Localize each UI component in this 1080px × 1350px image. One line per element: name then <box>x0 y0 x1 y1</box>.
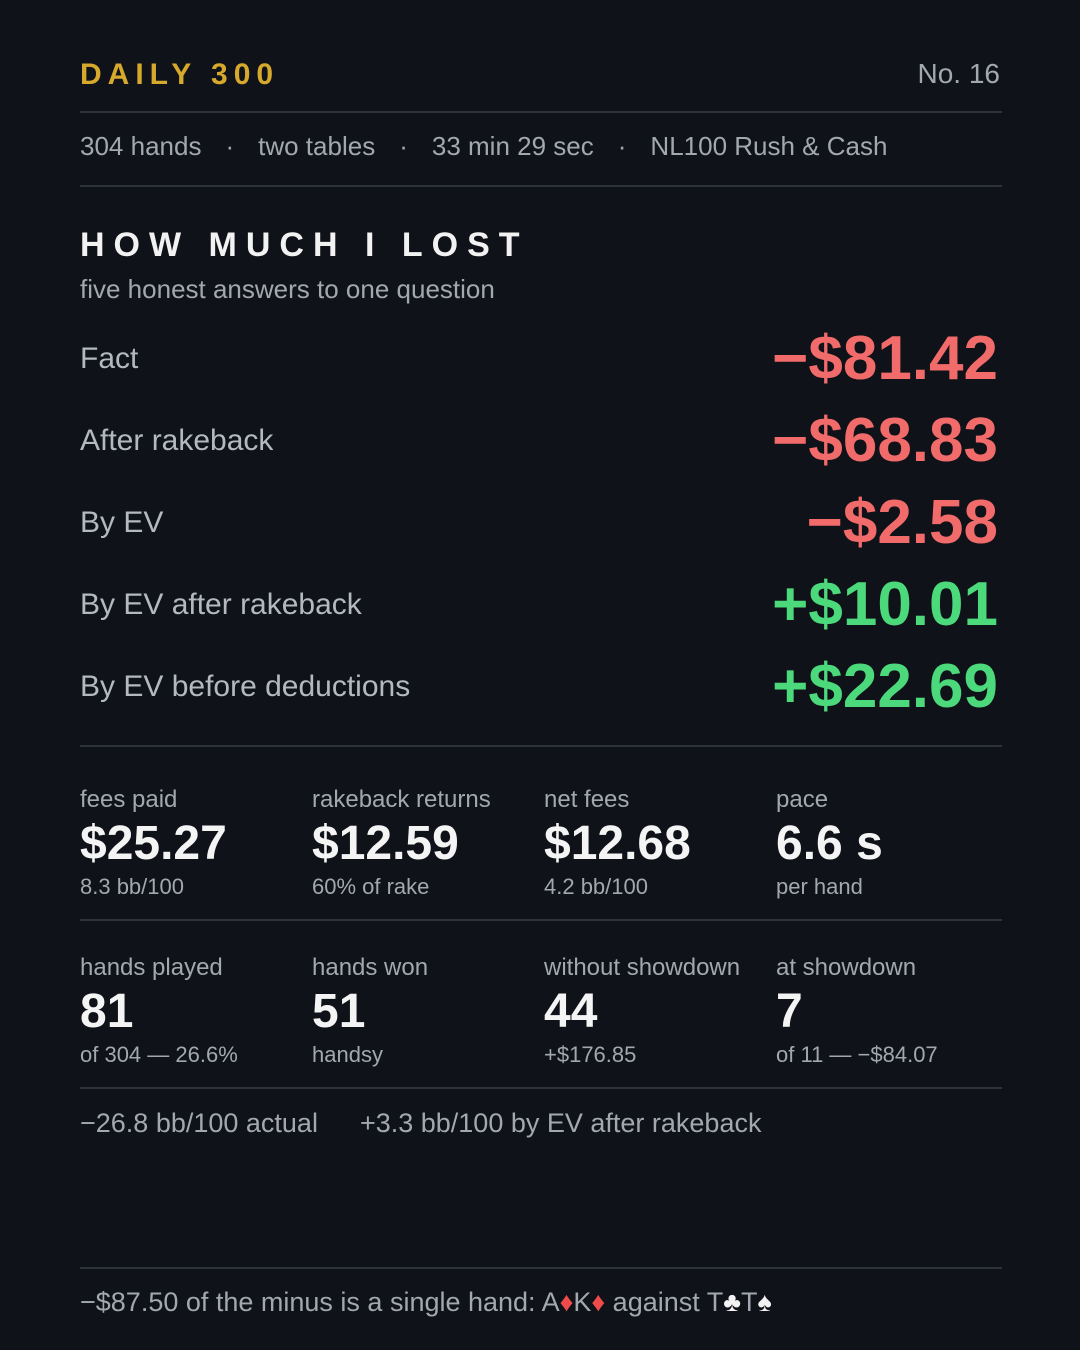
suit: ♦ <box>591 1287 606 1317</box>
answer-value: +$22.69 <box>772 652 998 721</box>
section-title: HOW MUCH I LOST <box>80 226 529 264</box>
stat-note: per hand <box>776 874 863 899</box>
stat-label: without showdown <box>544 954 741 981</box>
stat-label: net fees <box>544 786 630 813</box>
stat-value: 81 <box>80 985 134 1038</box>
stat-note: 8.3 bb/100 <box>80 874 184 899</box>
title: DAILY 300 <box>80 58 280 91</box>
note-text: K <box>573 1287 592 1317</box>
stat-value: $12.59 <box>312 817 459 870</box>
summary: −26.8 bb/100 actual +3.3 bb/100 by EV af… <box>80 1108 761 1139</box>
summary-item: −26.8 bb/100 actual <box>80 1108 318 1138</box>
note: −$87.50 of the minus is a single hand: A… <box>80 1287 772 1318</box>
stat-label: pace <box>776 786 829 813</box>
meta-item: two tables <box>258 131 376 161</box>
stat-note: of 11 — −$84.07 <box>776 1042 938 1067</box>
suit: ♦ <box>559 1287 574 1317</box>
stat-label: at showdown <box>776 954 917 981</box>
divider <box>80 1267 1002 1269</box>
stat-value: 7 <box>776 985 803 1038</box>
meta-item: 304 hands <box>80 131 202 161</box>
stat-note: 4.2 bb/100 <box>544 874 648 899</box>
stat-value: 44 <box>544 985 598 1038</box>
meta-item: NL100 Rush & Cash <box>650 131 888 161</box>
suit: ♠ <box>757 1287 772 1317</box>
answer-label: After rakeback <box>80 424 274 457</box>
note-text: against T <box>605 1287 724 1317</box>
answer-value: +$10.01 <box>772 570 998 639</box>
divider <box>80 745 1002 747</box>
note-text: −$87.50 of the minus is a single hand: A <box>80 1287 560 1317</box>
meta-item: 33 min 29 sec <box>431 131 594 161</box>
divider <box>80 1087 1002 1089</box>
stat-label: hands won <box>312 954 429 981</box>
stat-label: rakeback returns <box>312 786 491 813</box>
divider <box>80 919 1002 921</box>
summary-item: +3.3 bb/100 by EV after rakeback <box>359 1108 762 1138</box>
separator: · <box>225 131 235 161</box>
answer-value: −$68.83 <box>772 406 998 475</box>
stat-note: of 304 — 26.6% <box>80 1042 238 1067</box>
section-subtitle: five honest answers to one question <box>80 274 495 304</box>
stat-value: 51 <box>312 985 366 1038</box>
answer-label: Fact <box>80 342 139 375</box>
suit: ♣ <box>723 1287 741 1317</box>
separator: · <box>399 131 408 161</box>
stat-value: 6.6 s <box>776 817 883 870</box>
stat-note: handsy <box>312 1042 383 1067</box>
divider <box>80 111 1002 113</box>
answer-label: By EV after rakeback <box>80 588 362 621</box>
stat-value: $12.68 <box>544 817 691 870</box>
separator: · <box>617 131 627 161</box>
divider <box>80 185 1002 187</box>
answer-label: By EV before deductions <box>80 670 411 703</box>
answer-label: By EV <box>80 506 164 539</box>
answer-value: −$2.58 <box>806 488 998 557</box>
issue-number: No. 16 <box>917 58 1001 89</box>
stat-label: hands played <box>80 954 223 981</box>
answer-value: −$81.42 <box>772 324 998 393</box>
stat-note: +$176.85 <box>544 1042 637 1067</box>
meta-row: 304 hands · two tables · 33 min 29 sec ·… <box>80 131 887 162</box>
stat-label: fees paid <box>80 786 178 813</box>
stat-note: 60% of rake <box>312 874 430 899</box>
note-text: T <box>740 1287 758 1317</box>
stat-value: $25.27 <box>80 817 227 870</box>
